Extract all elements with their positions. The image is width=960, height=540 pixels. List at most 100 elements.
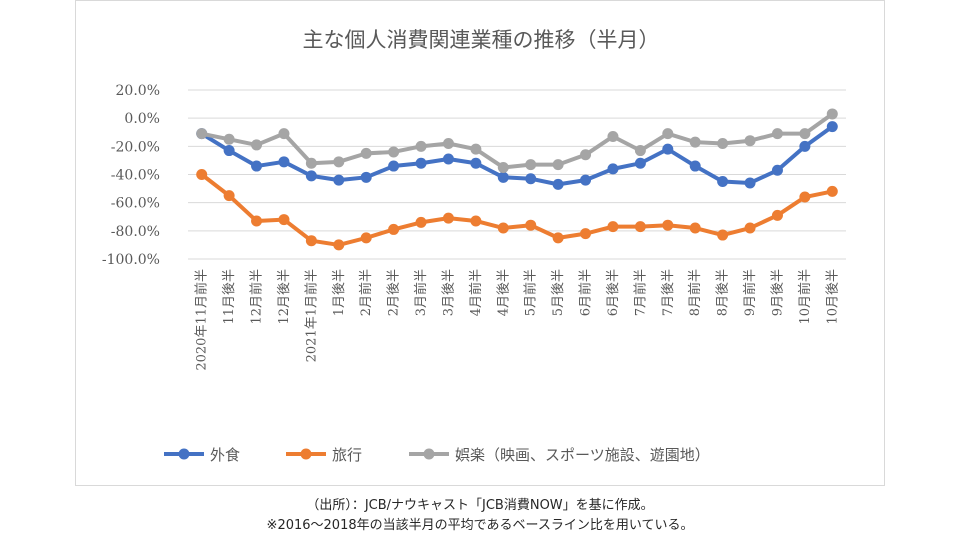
x-tick-label: 12月後半 [277,269,292,325]
data-point [607,163,619,175]
y-tick-label: 20.0% [116,83,160,99]
data-point [388,160,400,172]
data-point [525,173,537,185]
data-point [799,128,811,140]
x-tick-label: 8月後半 [716,269,731,316]
data-point [552,178,564,190]
legend-label: 旅行 [332,446,362,464]
data-point [580,174,592,186]
x-tick-label: 2月前半 [358,269,374,316]
y-tick-label: -60.0% [111,196,160,212]
data-point [689,222,701,234]
data-point [662,128,674,140]
data-point [305,157,317,169]
x-axis-ticks: 2020年11月前半 11月後半 12月前半 12月後半 2021年1月前半 1月後半 2月… [194,269,841,371]
data-point [717,138,729,150]
data-point [497,222,509,234]
data-point [771,164,783,176]
y-tick-label: -20.0% [111,139,160,155]
data-point [634,145,646,157]
data-point [333,174,345,186]
series-layer [196,108,838,251]
data-point [662,219,674,231]
legend-marker [300,448,312,460]
data-point [607,221,619,233]
data-point [415,140,427,152]
data-point [717,176,729,188]
data-point [223,133,235,145]
data-point [662,143,674,155]
data-point [497,171,509,183]
x-tick-label: 2020年11月前半 [194,269,210,371]
series-1 [196,169,838,251]
data-point [360,232,372,244]
legend-item: 娯楽（映画、スポーツ施設、遊園地） [409,446,710,464]
footer-source: （出所）：JCB/ナウキャスト「JCB消費NOW」を基に作成。 [306,498,654,513]
data-point [388,146,400,158]
legend-item: 外食 [164,446,240,464]
data-point [799,191,811,203]
y-tick-label: -40.0% [111,168,160,184]
data-point [278,214,290,226]
x-tick-label: 12月前半 [249,269,265,325]
data-point [771,128,783,140]
chart-title: 主な個人消費関連業種の推移（半月） [303,28,660,52]
y-axis-ticks: 20.0% 0.0% -20.0% -40.0% -60.0% -80.0% -100.0% [102,83,160,268]
data-point [552,232,564,244]
data-point [689,136,701,148]
data-point [442,212,454,224]
data-point [826,185,838,197]
y-tick-label: 0.0% [124,111,160,127]
data-point [333,156,345,168]
chart-svg: 主な個人消費関連業種の推移（半月） 20.0% 0.0% -20.0% -40.0% -… [102,28,846,464]
data-point [333,239,345,251]
data-point [251,160,263,172]
data-point [360,147,372,159]
x-tick-label: 3月後半 [441,269,456,316]
x-tick-label: 11月後半 [222,269,237,325]
data-point [196,169,208,180]
x-tick-label: 6月前半 [578,269,594,316]
data-point [580,228,592,240]
legend-item: 旅行 [286,446,362,464]
legend-marker [423,448,435,460]
x-tick-label: 1月後半 [332,269,347,316]
data-point [826,108,838,120]
chart-frame: 主な個人消費関連業種の推移（半月） 20.0% 0.0% -20.0% -40.0% -… [75,0,885,486]
x-tick-label: 6月後半 [606,269,621,316]
data-point [278,156,290,168]
data-point [744,177,756,189]
data-point [634,157,646,169]
data-point [196,128,208,140]
data-point [771,209,783,221]
grid-layer [188,89,846,260]
x-tick-label: 7月前半 [632,269,648,316]
series-line [200,172,833,247]
data-point [552,159,564,171]
data-point [607,130,619,142]
data-point [525,159,537,171]
legend-marker [178,448,190,460]
data-point [689,160,701,172]
data-point [634,221,646,233]
data-point [744,135,756,147]
x-tick-label: 5月後半 [551,269,566,316]
data-point [278,128,290,140]
data-point [251,215,263,227]
data-point [223,190,235,202]
series-line [201,112,834,170]
data-point [580,149,592,161]
x-tick-label: 4月前半 [468,269,484,316]
data-point [415,216,427,228]
x-tick-label: 10月後半 [825,269,840,325]
legend-label: 娯楽（映画、スポーツ施設、遊園地） [455,446,710,464]
x-tick-label: 4月後半 [496,269,511,316]
data-point [442,138,454,150]
data-point [470,143,482,155]
series-0 [196,121,838,190]
data-point [470,157,482,169]
data-point [744,222,756,234]
data-point [415,157,427,169]
legend-label: 外食 [210,446,240,464]
data-point [470,215,482,227]
